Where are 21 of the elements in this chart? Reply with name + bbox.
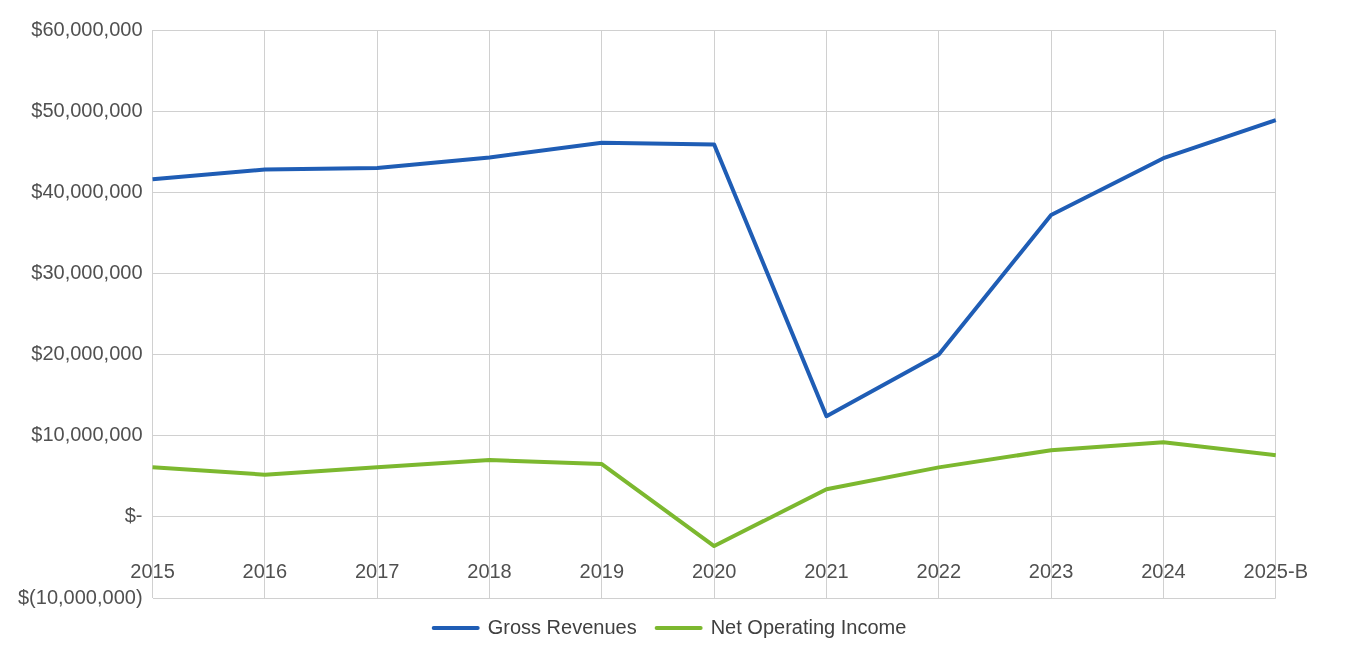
x-tick-label: 2022 <box>916 560 962 583</box>
y-tick-label: $(10,000,000) <box>17 585 143 608</box>
x-tick-label: 2024 <box>1141 560 1186 583</box>
y-tick-label: $- <box>124 504 143 527</box>
x-tick-label: 2019 <box>579 560 625 583</box>
y-tick-label: $40,000,000 <box>31 179 143 202</box>
y-tick-label: $60,000,000 <box>31 17 143 40</box>
y-tick-label: $10,000,000 <box>31 423 143 446</box>
x-tick-label: 2021 <box>804 560 849 583</box>
x-tick-label: 2018 <box>467 560 512 583</box>
y-tick-label: $50,000,000 <box>31 98 143 121</box>
x-tick-label: 2015 <box>130 560 175 583</box>
x-tick-label: 2016 <box>242 560 288 583</box>
y-tick-label: $20,000,000 <box>31 342 143 365</box>
y-tick-label: $30,000,000 <box>31 260 143 283</box>
legend-label: Net Operating Income <box>710 615 907 638</box>
x-tick-label: 2023 <box>1028 560 1074 583</box>
x-tick-label: 2017 <box>354 560 400 583</box>
legend-label: Gross Revenues <box>487 615 637 638</box>
x-tick-label: 2020 <box>691 560 737 583</box>
x-tick-label: 2025-B <box>1243 560 1308 583</box>
